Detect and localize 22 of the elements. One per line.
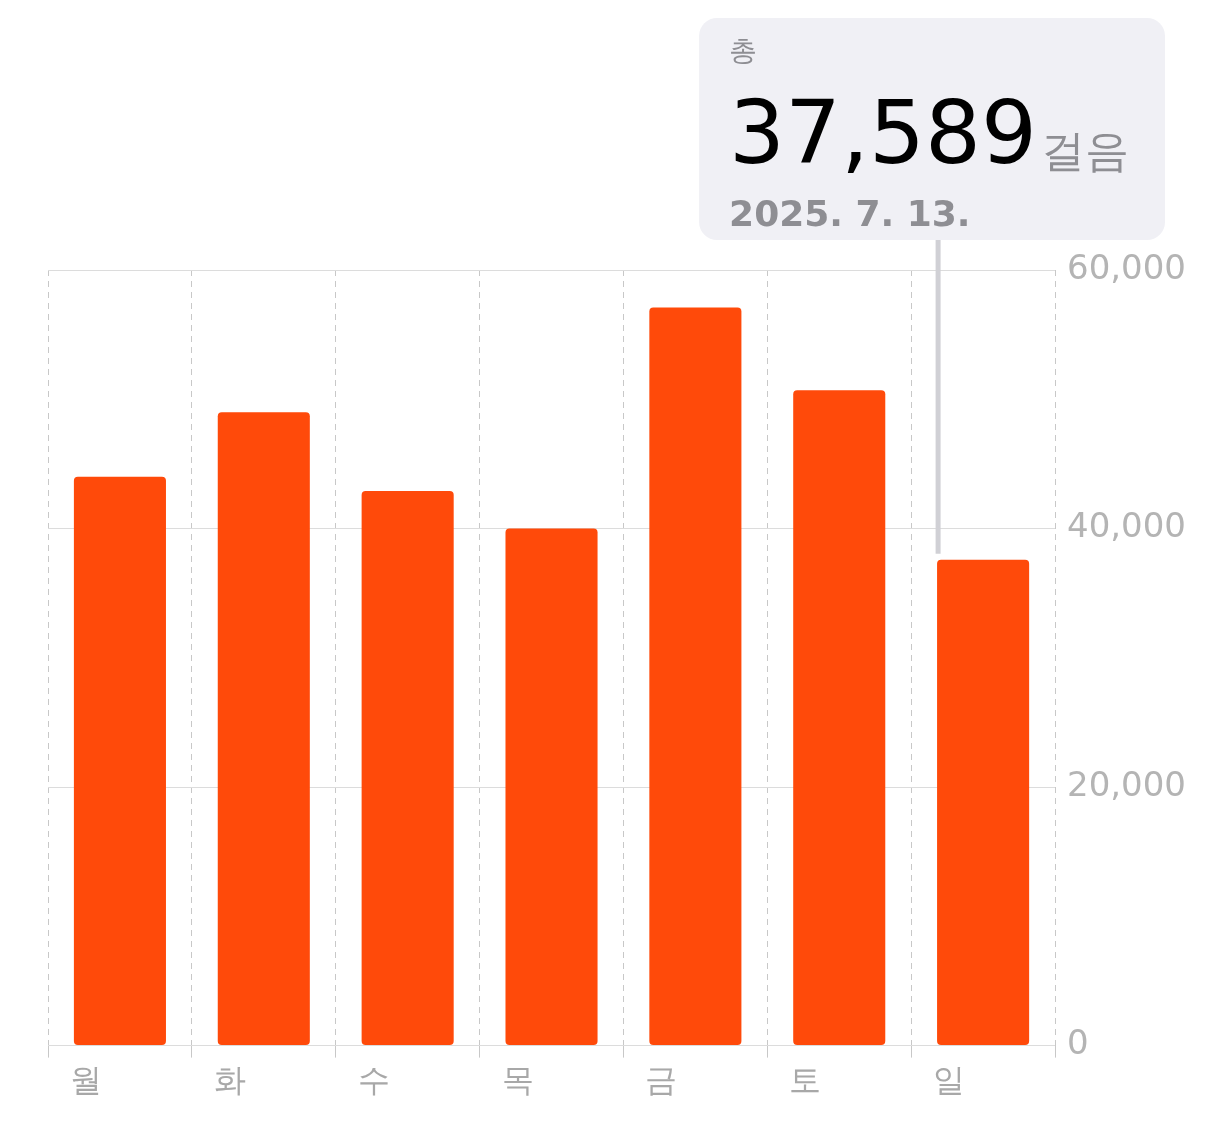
bar <box>361 491 454 1046</box>
x-tick-label: 화 <box>213 1061 246 1100</box>
x-tick-label: 토 <box>789 1061 822 1100</box>
bar <box>793 390 886 1046</box>
bar <box>217 412 310 1046</box>
y-tick-label: 0 <box>1067 1022 1089 1063</box>
x-tick-label: 금 <box>645 1061 678 1100</box>
y-tick-label: 60,000 <box>1067 246 1186 287</box>
bar <box>73 476 166 1046</box>
y-tick-label: 20,000 <box>1067 763 1186 804</box>
bar <box>649 307 742 1046</box>
x-tick-label: 수 <box>357 1061 390 1100</box>
bar <box>937 559 1030 1046</box>
bar <box>505 528 598 1046</box>
x-tick-label: 일 <box>933 1061 966 1100</box>
text: 총 <box>729 34 758 67</box>
text: 걸음 <box>1041 125 1129 176</box>
y-tick-label: 40,000 <box>1067 505 1186 546</box>
x-tick-label: 목 <box>501 1061 534 1100</box>
text: 2025. 7. 13. <box>729 193 971 234</box>
data-label: 37,589 <box>729 81 1038 184</box>
x-tick-label: 월 <box>69 1061 102 1100</box>
